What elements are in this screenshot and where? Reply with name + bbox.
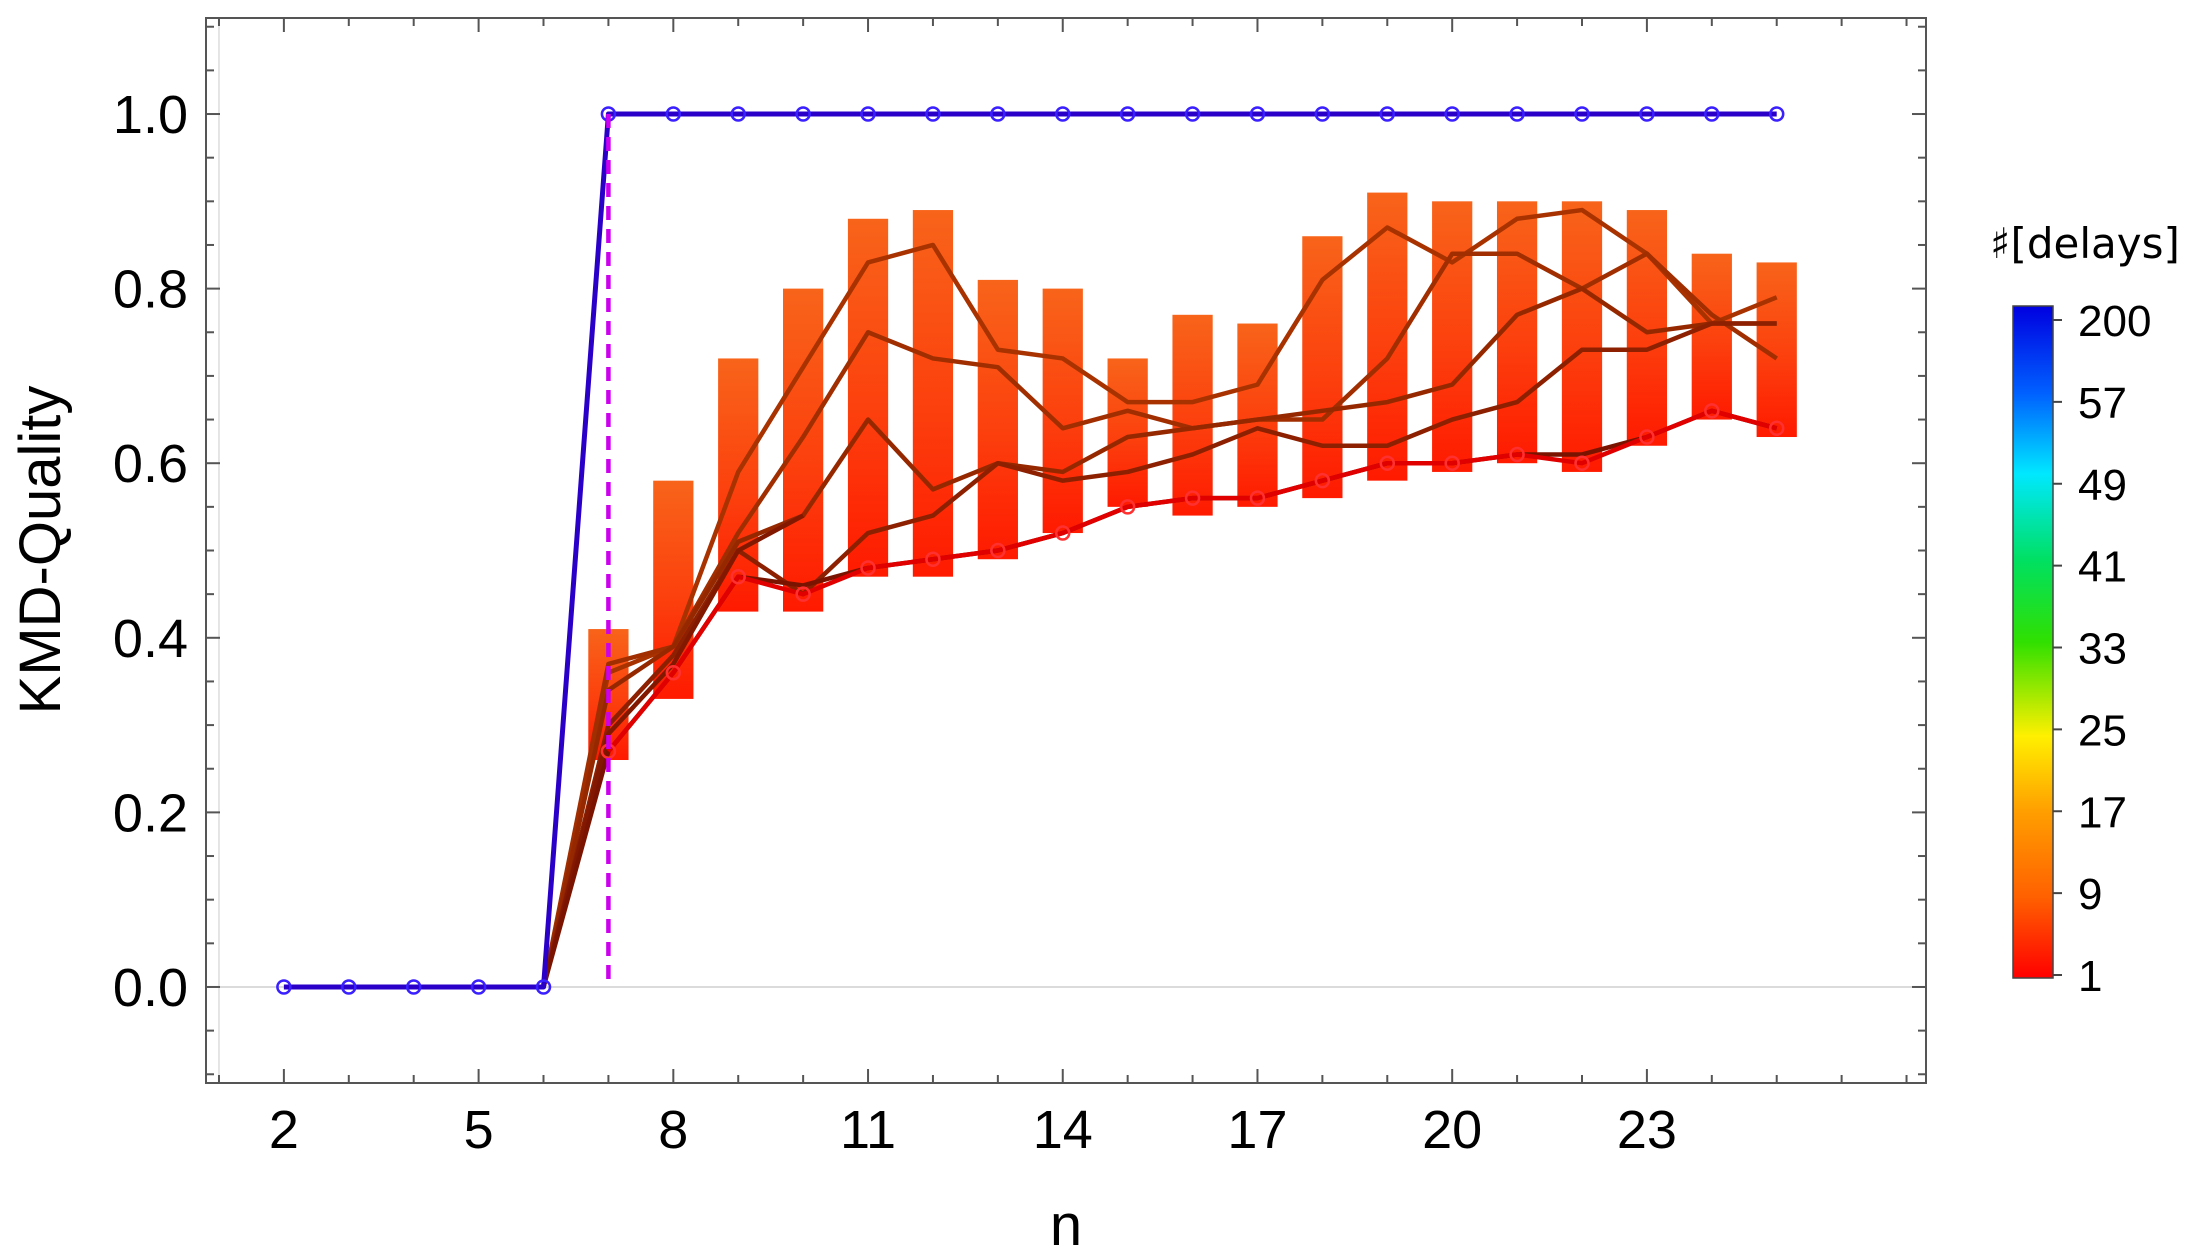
- data-point: [1184, 106, 1201, 122]
- legend-title: ♯[delays]: [1990, 219, 2180, 268]
- data-point: [1509, 106, 1525, 122]
- colorbar-label: 9: [2078, 870, 2102, 919]
- y-tick-label: 0.8: [113, 260, 188, 320]
- data-point: [470, 979, 487, 995]
- data-point: [990, 542, 1006, 559]
- axis-ticks: [206, 18, 1926, 1083]
- data-point: [1249, 106, 1266, 122]
- data-point: [1574, 106, 1590, 122]
- colorbar: [2012, 305, 2054, 979]
- y-tick-label: 0.0: [113, 958, 188, 1018]
- quality-box: [1432, 201, 1473, 472]
- data-point: [1704, 403, 1720, 419]
- colorbar-label: 41: [2078, 543, 2127, 592]
- series-line: [541, 207, 1778, 988]
- x-tick-label: 20: [1422, 1100, 1482, 1160]
- data-point: [1119, 106, 1136, 122]
- y-tick-labels: 0.0 0.2 0.4 0.6 0.8 1.0: [113, 85, 188, 1018]
- quality-box: [1042, 288, 1083, 534]
- quality-box: [1691, 253, 1732, 420]
- plot-frame: [205, 17, 1927, 1084]
- colorbar-label: 25: [2078, 706, 2127, 755]
- colorbar-label: 1: [2078, 952, 2102, 1001]
- x-tick-label: 17: [1227, 1100, 1287, 1160]
- data-point: [990, 106, 1006, 122]
- x-tick-label: 14: [1033, 1100, 1093, 1160]
- x-tick-label: 23: [1617, 1100, 1677, 1160]
- quality-box: [783, 288, 824, 612]
- data-point: [1639, 429, 1655, 445]
- x-tick-label: 2: [269, 1100, 299, 1160]
- data-point: [925, 551, 941, 567]
- data-point: [1184, 490, 1201, 506]
- series-markers: [276, 106, 1785, 995]
- series-line: [606, 408, 1778, 753]
- data-point: [1639, 106, 1655, 122]
- x-tick-labels: 2 5 8 11 14 17 20 23: [269, 1100, 1677, 1160]
- quality-box: [1561, 201, 1603, 472]
- series-line: [283, 111, 1777, 990]
- data-point: [535, 979, 552, 995]
- grid-lines: [206, 18, 1926, 1083]
- data-point: [1379, 455, 1396, 471]
- data-point: [1768, 106, 1785, 122]
- x-axis-title: n: [1050, 1193, 1082, 1257]
- x-tick-label: 8: [658, 1100, 688, 1160]
- quality-range-boxes: [588, 192, 1797, 761]
- data-point: [795, 106, 811, 122]
- data-point: [665, 106, 682, 122]
- data-point: [1314, 106, 1331, 122]
- data-point: [1509, 446, 1525, 463]
- series-line: [541, 251, 1778, 988]
- y-axis-title: KMD-Quality: [8, 386, 73, 715]
- data-point: [1055, 106, 1071, 122]
- quality-box: [1237, 323, 1278, 507]
- data-point: [1055, 525, 1071, 541]
- y-tick-label: 1.0: [113, 85, 188, 145]
- quality-box: [847, 218, 889, 577]
- data-point: [1444, 106, 1460, 122]
- data-point: [1379, 106, 1396, 122]
- x-tick-label: 11: [840, 1100, 896, 1160]
- data-point: [1119, 499, 1136, 515]
- y-tick-label: 0.6: [113, 434, 188, 494]
- data-point: [1249, 490, 1266, 506]
- colorbar-label: 17: [2078, 788, 2127, 837]
- colorbar-label: 49: [2078, 461, 2127, 510]
- quality-box: [1107, 358, 1148, 507]
- colorbar-label: 57: [2078, 379, 2127, 428]
- x-tick-label: 5: [464, 1100, 494, 1160]
- series-line: [541, 286, 1777, 988]
- data-point: [730, 106, 746, 122]
- quality-box: [1626, 210, 1668, 446]
- data-point: [276, 979, 292, 995]
- y-tick-label: 0.2: [113, 783, 188, 843]
- colorbar-labels: 200 57 49 41 33 25 17 9 1: [2053, 297, 2151, 1001]
- y-tick-label: 0.4: [113, 609, 188, 669]
- quality-box: [1172, 314, 1213, 516]
- data-point: [860, 106, 876, 122]
- data-point: [860, 560, 876, 576]
- quality-box: [1302, 236, 1343, 499]
- colorbar-label: 200: [2078, 297, 2151, 346]
- data-point: [730, 568, 746, 585]
- data-point: [1704, 106, 1720, 122]
- data-point: [1574, 455, 1590, 471]
- data-point: [1444, 455, 1460, 471]
- data-point: [1314, 472, 1331, 489]
- series-lines: [283, 111, 1778, 990]
- quality-box: [977, 279, 1018, 560]
- series-line: [541, 321, 1777, 988]
- data-point: [341, 979, 357, 995]
- colorbar-label: 33: [2078, 625, 2127, 674]
- data-point: [925, 106, 941, 122]
- data-point: [665, 664, 682, 681]
- data-point: [795, 586, 811, 602]
- data-point: [405, 979, 422, 995]
- data-point: [1768, 420, 1785, 437]
- series-line: [541, 513, 805, 988]
